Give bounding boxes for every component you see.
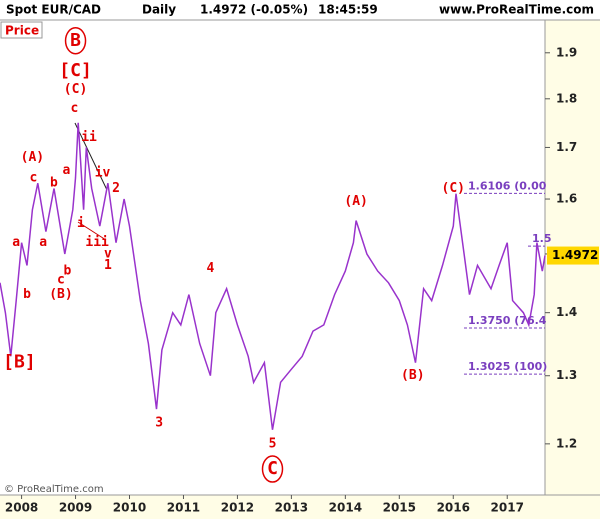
y-tick-label: 1.8 <box>556 91 577 105</box>
y-tick-label: 1.3 <box>556 368 577 382</box>
wave-label: (C) <box>64 82 87 97</box>
x-tick-label: 2011 <box>167 501 200 515</box>
fib-label: 1.6106 (0.00 <box>468 179 547 192</box>
wave-label: c <box>71 101 79 116</box>
x-axis-area <box>0 495 600 519</box>
y-tick-label: 1.7 <box>556 140 577 154</box>
wave-label: 1 <box>104 258 112 273</box>
y-tick-label: 1.2 <box>556 436 577 450</box>
wave-label: ii <box>81 130 97 145</box>
x-tick-label: 2009 <box>59 501 92 515</box>
wave-label: 3 <box>155 415 163 430</box>
wave-label: 2 <box>112 181 120 196</box>
annotation-circle <box>64 27 87 55</box>
x-tick-label: 2017 <box>491 501 524 515</box>
price-line <box>0 122 546 430</box>
symbol: Spot EUR/CAD <box>6 3 101 17</box>
wave-label: a <box>62 163 70 178</box>
period: Daily <box>142 3 176 17</box>
wave-label: a <box>12 235 20 250</box>
fib-label: 1.5 <box>532 232 552 245</box>
panel-label-box <box>0 21 43 39</box>
site: www.ProRealTime.com <box>439 3 594 17</box>
wave-label: 5 <box>269 436 277 451</box>
x-tick-label: 2008 <box>5 501 38 515</box>
annotation-circle <box>261 455 284 483</box>
x-tick-label: 2016 <box>437 501 470 515</box>
footer: © ProRealTime.com <box>4 484 104 495</box>
wave-label: C <box>267 458 278 479</box>
wave-label: b <box>50 176 58 191</box>
last-value-box <box>547 246 599 265</box>
trendline <box>74 122 108 191</box>
x-tick-label: 2014 <box>329 501 362 515</box>
x-tick-label: 2015 <box>383 501 416 515</box>
quote: 1.4972 (-0.05%) <box>200 3 308 17</box>
wave-label: b <box>64 264 72 279</box>
wave-label: (B) <box>401 368 424 383</box>
wave-label: c <box>30 171 38 186</box>
time: 18:45:59 <box>318 3 378 17</box>
wave-label: 4 <box>207 261 215 276</box>
last-value-label: 1.4972 <box>552 248 598 262</box>
wave-label: [C] <box>59 60 92 81</box>
wave-label: v <box>104 246 112 261</box>
wave-label: (A) <box>21 150 44 165</box>
wave-label: iii <box>85 235 109 250</box>
wave-label: c <box>57 272 65 287</box>
y-tick-label: 1.6 <box>556 192 577 206</box>
wave-label: a <box>39 235 47 250</box>
wave-label: i <box>77 216 85 231</box>
x-tick-label: 2010 <box>113 501 146 515</box>
wave-label: B <box>70 30 81 51</box>
wave-label: (C) <box>442 181 465 196</box>
x-tick-label: 2013 <box>275 501 308 515</box>
fib-label: 1.3025 (100) <box>468 360 547 373</box>
y-tick-label: 1.9 <box>556 45 577 59</box>
wave-label: (B) <box>49 287 72 302</box>
trendline <box>77 221 107 241</box>
wave-label: [B] <box>3 352 36 373</box>
y-tick-label: 1.4 <box>556 305 577 319</box>
wave-label: b <box>23 287 31 302</box>
wave-label: (A) <box>344 194 367 209</box>
x-tick-label: 2012 <box>221 501 254 515</box>
fib-label: 1.3750 (76.4 <box>468 314 547 327</box>
panel-label: Price <box>5 24 39 38</box>
wave-label: iv <box>95 165 111 180</box>
